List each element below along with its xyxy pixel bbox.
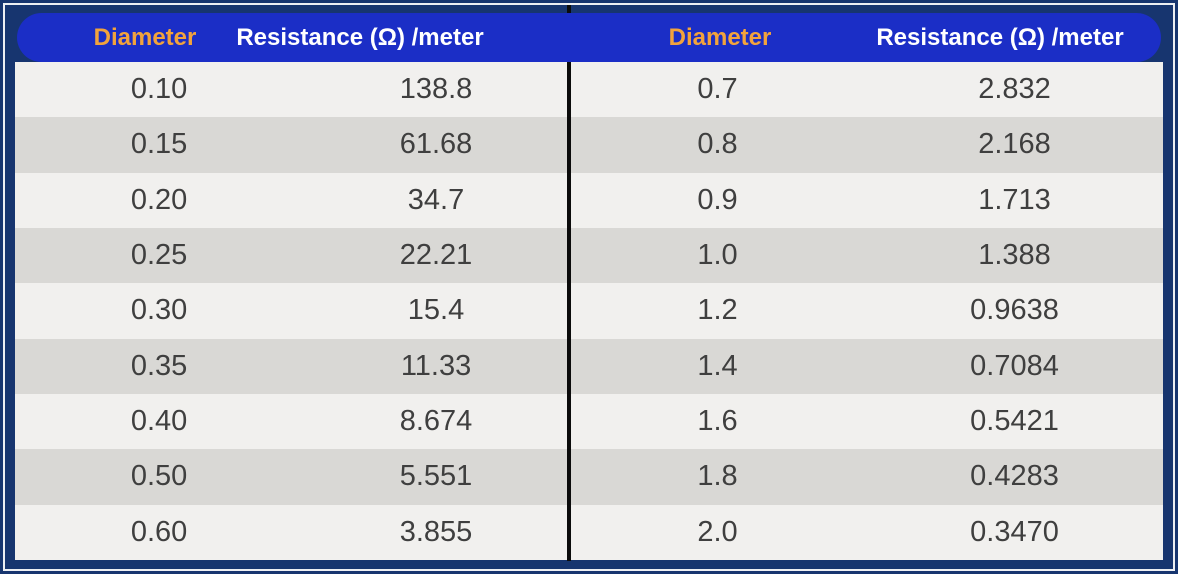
diameter-cell: 1.2 — [697, 294, 738, 327]
diameter-cell: 0.50 — [130, 460, 188, 493]
diameter-cell: 0.7 — [697, 73, 738, 106]
diameter-cell: 0.35 — [130, 349, 188, 382]
diameter-cell: 1.6 — [697, 405, 738, 438]
table-row: 0.60 3.855 — [15, 504, 569, 560]
table-header-bar: Diameter Resistance (Ω) /meter Diameter … — [17, 13, 1161, 62]
resistance-cell: 11.33 — [400, 349, 472, 382]
resistance-cell: 22.21 — [399, 239, 473, 272]
resistance-cell: 5.551 — [399, 460, 473, 493]
left-table: 0.10 138.8 0.15 61.68 0.20 34.7 0.25 22.… — [15, 62, 569, 560]
resistance-cell: 2.832 — [978, 73, 1051, 106]
resistance-cell: 3.855 — [399, 515, 473, 548]
resistance-cell: 0.4283 — [970, 460, 1059, 493]
diameter-header-left: Diameter — [93, 23, 197, 51]
resistance-header-left: Resistance (Ω) /meter — [236, 23, 484, 51]
table-row: 2.0 0.3470 — [569, 504, 1163, 560]
diameter-cell: 1.0 — [697, 239, 738, 272]
right-table: 0.7 2.832 0.8 2.168 0.9 1.713 1.0 1.388 … — [569, 62, 1163, 560]
resistance-cell: 0.3470 — [970, 515, 1059, 548]
diameter-cell: 0.15 — [130, 128, 188, 161]
table-row: 1.8 0.4283 — [569, 449, 1163, 505]
table-row: 0.8 2.168 — [569, 117, 1163, 173]
table-row: 1.4 0.7084 — [569, 338, 1163, 394]
table-row: 0.50 5.551 — [15, 449, 569, 505]
resistance-cell: 1.388 — [978, 239, 1051, 272]
table-row: 1.2 0.9638 — [569, 283, 1163, 339]
table-row: 0.9 1.713 — [569, 172, 1163, 228]
resistance-cell: 0.7084 — [970, 349, 1059, 382]
table-row: 1.6 0.5421 — [569, 393, 1163, 450]
table-row: 0.7 2.832 — [569, 62, 1163, 118]
resistance-cell: 138.8 — [399, 73, 473, 106]
diameter-cell: 0.25 — [130, 239, 188, 272]
table-row: 1.0 1.388 — [569, 227, 1163, 284]
diameter-cell: 0.30 — [130, 294, 188, 327]
table-divider-line — [567, 3, 571, 561]
table-body: 0.10 138.8 0.15 61.68 0.20 34.7 0.25 22.… — [15, 62, 1163, 560]
diameter-cell: 0.8 — [697, 128, 738, 161]
diameter-header-right: Diameter — [668, 23, 772, 51]
diameter-cell: 2.0 — [697, 515, 738, 548]
diameter-cell: 0.60 — [130, 515, 188, 548]
resistance-cell: 34.7 — [407, 183, 465, 216]
table-row: 0.10 138.8 — [15, 62, 569, 118]
resistance-cell: 8.674 — [399, 405, 473, 438]
resistance-cell: 1.713 — [978, 183, 1051, 216]
diameter-cell: 1.8 — [697, 460, 738, 493]
diameter-cell: 0.10 — [130, 73, 188, 106]
diameter-cell: 1.4 — [697, 349, 738, 382]
table-row: 0.30 15.4 — [15, 283, 569, 339]
table-row: 0.20 34.7 — [15, 172, 569, 228]
table-row: 0.25 22.21 — [15, 227, 569, 284]
resistance-cell: 15.4 — [407, 294, 465, 327]
table-row: 0.40 8.674 — [15, 393, 569, 450]
resistance-cell: 61.68 — [399, 128, 473, 161]
diameter-cell: 0.9 — [697, 183, 738, 216]
resistance-cell: 0.5421 — [970, 405, 1059, 438]
table-row: 0.35 11.33 — [15, 338, 569, 394]
diameter-cell: 0.20 — [130, 183, 188, 216]
diameter-cell: 0.40 — [130, 405, 188, 438]
resistance-header-right: Resistance (Ω) /meter — [876, 23, 1124, 51]
resistance-cell: 2.168 — [978, 128, 1051, 161]
resistance-cell: 0.9638 — [970, 294, 1059, 327]
table-row: 0.15 61.68 — [15, 117, 569, 173]
